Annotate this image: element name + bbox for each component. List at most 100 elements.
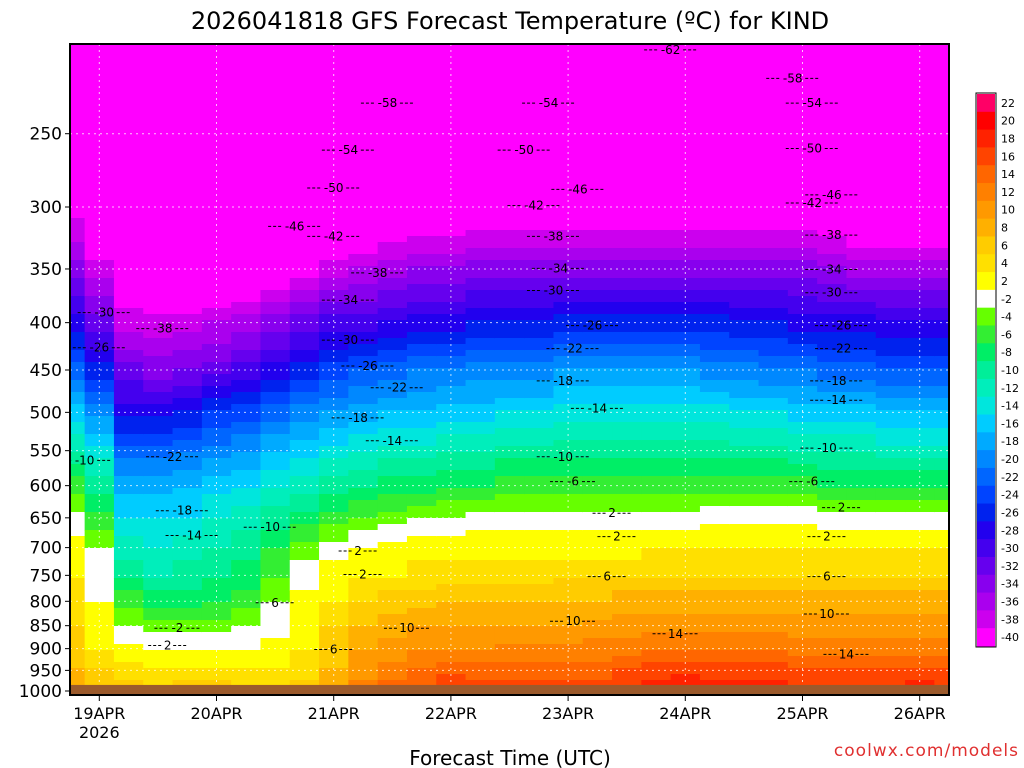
heatmap-cell (231, 590, 262, 609)
heatmap-cell (377, 476, 408, 495)
heatmap-cell (934, 458, 949, 471)
contour-label: 10 (803, 607, 850, 621)
heatmap-cell (172, 440, 203, 453)
heatmap-cell (934, 386, 949, 399)
heatmap-cell (348, 650, 379, 681)
heatmap-cell (172, 488, 203, 519)
heatmap-cell (113, 536, 144, 561)
heatmap-cell (846, 248, 877, 261)
heatmap-cell (84, 512, 115, 531)
heatmap-cell (260, 488, 291, 507)
heatmap-cell (817, 530, 848, 549)
heatmap-cell (612, 458, 642, 477)
contour-label-text: -38 (822, 228, 842, 242)
heatmap-cell (201, 428, 232, 447)
heatmap-cell (612, 440, 642, 459)
heatmap-cell (641, 440, 672, 459)
heatmap-cell (436, 386, 467, 405)
heatmap-cell (113, 404, 144, 417)
heatmap-cell (787, 368, 818, 387)
heatmap-cell (905, 638, 935, 657)
heatmap-cell (905, 338, 935, 357)
heatmap-cell (406, 410, 437, 429)
heatmap-cell (905, 428, 935, 447)
heatmap-cell (641, 230, 672, 249)
heatmap-cell (172, 44, 203, 315)
heatmap-cell (612, 530, 642, 561)
heatmap-cell (260, 530, 291, 549)
heatmap-cell (377, 524, 408, 543)
heatmap-cell (612, 494, 642, 513)
colorbar-label: -26 (1001, 506, 1019, 519)
contour-label-text: 10 (565, 614, 580, 628)
contour-label: -10 (536, 450, 590, 464)
heatmap-cell (670, 632, 701, 651)
heatmap-cell (231, 404, 262, 423)
contour-label-text: 2 (359, 568, 367, 582)
heatmap-cell (582, 260, 613, 279)
colorbar-swatch (977, 432, 995, 451)
heatmap-cell (670, 440, 701, 459)
heatmap-cell (70, 536, 86, 579)
heatmap-cell (377, 590, 408, 615)
heatmap-cell (553, 626, 584, 645)
heatmap-cell (875, 458, 906, 471)
heatmap-cell (699, 548, 730, 579)
heatmap-cell (875, 500, 906, 513)
heatmap-cell (612, 614, 642, 639)
colorbar-label: -28 (1001, 524, 1019, 537)
heatmap-cell (817, 638, 848, 657)
heatmap-cell (84, 332, 115, 351)
heatmap-cell (729, 278, 760, 291)
heatmap-cell (348, 422, 379, 435)
heatmap-cell (260, 470, 291, 489)
heatmap-cell (934, 368, 949, 387)
contour-label: -26 (566, 319, 620, 333)
heatmap-cell (348, 530, 379, 549)
heatmap-cell (406, 458, 437, 477)
heatmap-cell (84, 650, 115, 669)
heatmap-cell (641, 530, 672, 549)
heatmap-cell (699, 278, 730, 291)
heatmap-cell (84, 494, 115, 513)
heatmap-cell (817, 656, 848, 669)
chart-title: 2026041818 GFS Forecast Temperature (ºC)… (191, 7, 829, 35)
heatmap-cell (524, 644, 555, 663)
contour-label-text: -34 (339, 293, 359, 307)
contour-label-text: 2 (613, 530, 621, 544)
heatmap-cell (641, 344, 672, 357)
contour-label: -18 (810, 374, 864, 388)
heatmap-cell (641, 290, 672, 303)
heatmap-cell (758, 410, 789, 429)
contour-label: -14 (570, 401, 624, 415)
colorbar-swatch (977, 325, 995, 344)
colorbar-swatch (977, 289, 995, 309)
heatmap-cell (729, 248, 760, 261)
heatmap-cell (143, 668, 174, 687)
contour-label: -50 (497, 143, 551, 157)
heatmap-cell (70, 434, 86, 453)
heatmap-cell (670, 494, 701, 513)
heatmap-cell (113, 590, 144, 609)
heatmap-cell (289, 458, 320, 477)
heatmap-cell (348, 578, 379, 603)
heatmap-cell (465, 422, 496, 435)
heatmap-cell (436, 470, 467, 489)
heatmap-cell (465, 404, 496, 423)
heatmap-cell (582, 620, 613, 639)
heatmap-cell (553, 644, 584, 663)
heatmap-cell (70, 452, 86, 465)
heatmap-cell (846, 290, 877, 303)
heatmap-cell (670, 368, 701, 387)
contour-label-text: -42 (802, 196, 822, 210)
heatmap-cell (729, 614, 760, 633)
colorbar-swatch (977, 592, 995, 611)
heatmap-cell (905, 290, 935, 309)
x-tick-label: 23APR (542, 704, 594, 723)
heatmap-cell (406, 668, 437, 687)
heatmap-cell (406, 494, 437, 507)
contour-label-text: -34 (822, 263, 842, 277)
heatmap-cell (143, 650, 174, 669)
heatmap-cell (465, 44, 496, 231)
heatmap-cell (699, 650, 730, 663)
